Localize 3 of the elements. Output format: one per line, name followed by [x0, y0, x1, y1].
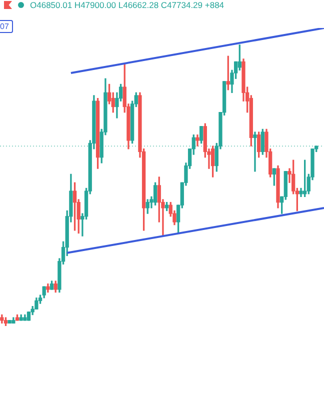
text: O46850.01 H47900.00 L46662.28 C47734.29 +884 — [30, 0, 224, 10]
text: 07 — [0, 20, 13, 33]
candlestick — [253, 132, 257, 172]
